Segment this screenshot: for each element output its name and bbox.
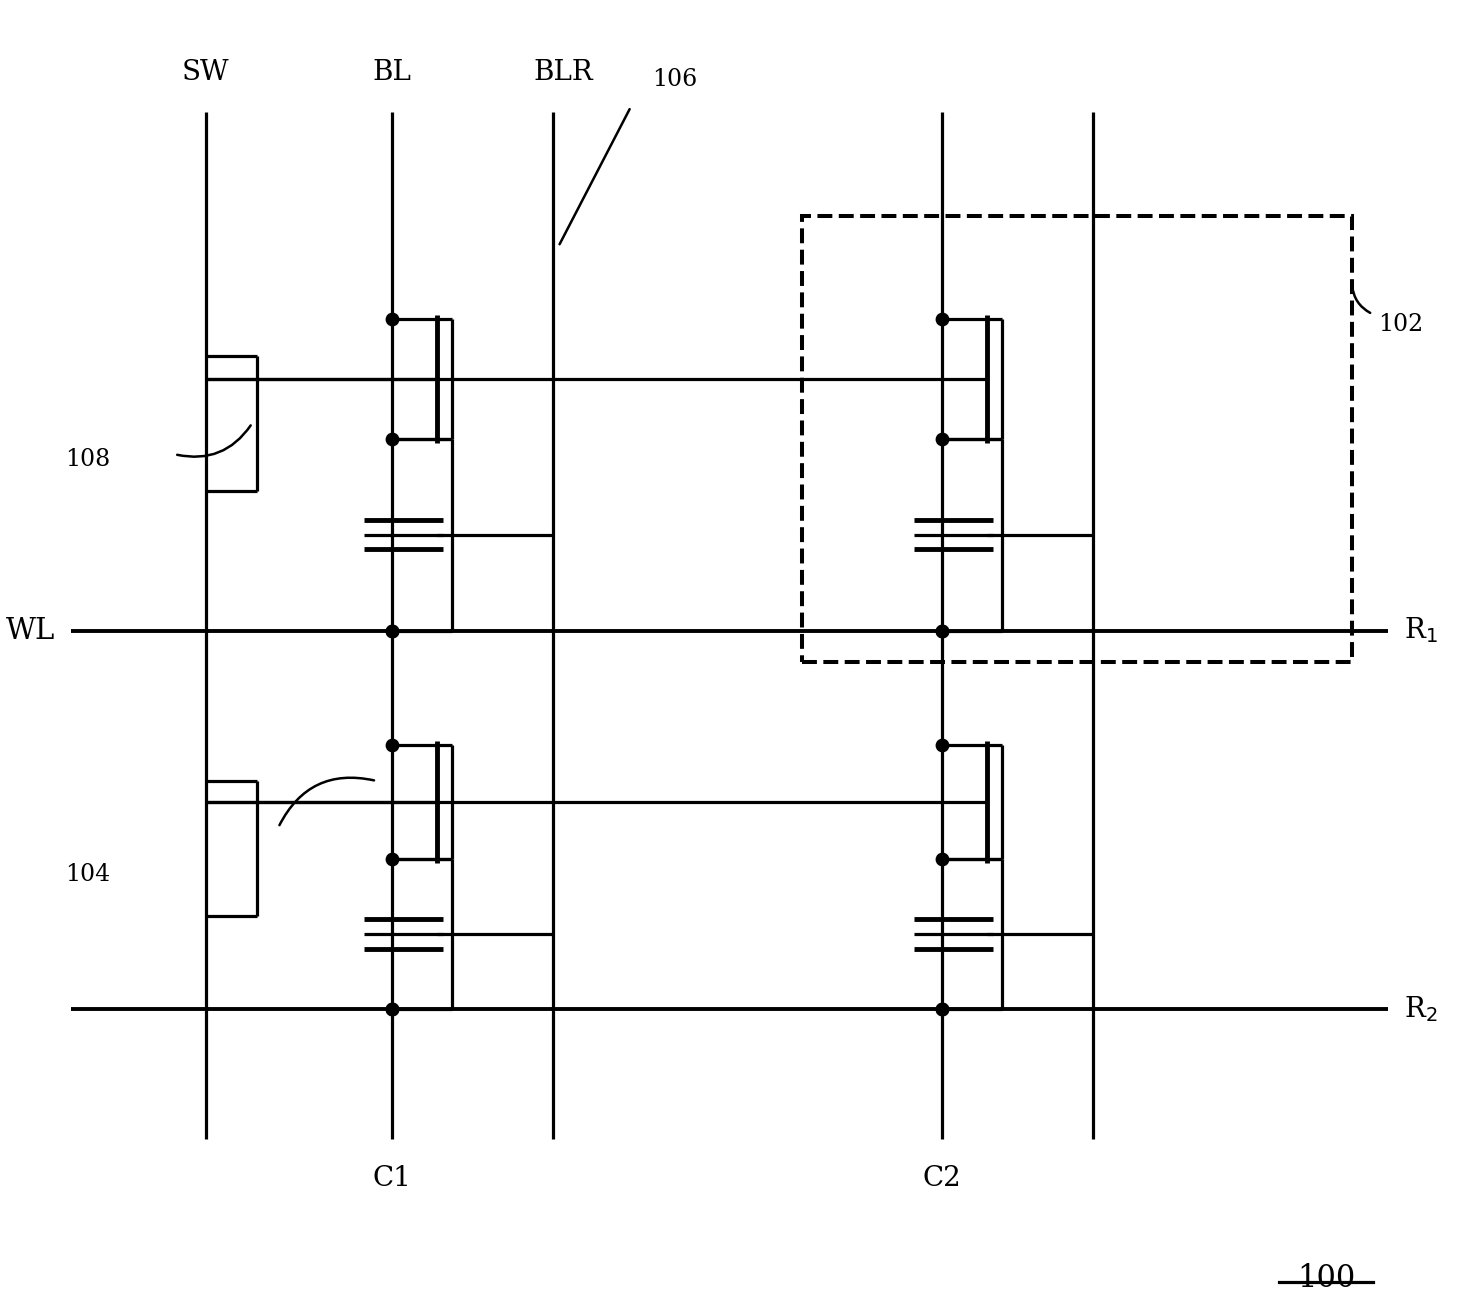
Point: [930, 734, 954, 755]
Text: BL: BL: [373, 59, 411, 85]
Point: [930, 848, 954, 869]
Point: [930, 999, 954, 1020]
Point: [930, 999, 954, 1020]
Point: [380, 848, 404, 869]
Text: 108: 108: [65, 448, 111, 471]
Text: 106: 106: [652, 68, 697, 91]
Text: BLR: BLR: [534, 59, 594, 85]
Point: [380, 428, 404, 449]
Point: [930, 620, 954, 641]
Point: [380, 620, 404, 641]
Text: SW: SW: [181, 59, 230, 85]
Bar: [802, 215, 1352, 662]
Text: 102: 102: [1378, 312, 1422, 336]
Point: [930, 428, 954, 449]
Text: R$_1$: R$_1$: [1403, 616, 1437, 646]
Point: [380, 309, 404, 330]
Point: [380, 999, 404, 1020]
Text: C1: C1: [373, 1165, 411, 1192]
Point: [380, 734, 404, 755]
Text: 100: 100: [1297, 1263, 1355, 1295]
Text: WL: WL: [6, 617, 55, 645]
Point: [930, 620, 954, 641]
Text: C2: C2: [923, 1165, 961, 1192]
Text: 104: 104: [65, 863, 111, 886]
Point: [380, 620, 404, 641]
Point: [930, 309, 954, 330]
Text: R$_2$: R$_2$: [1403, 994, 1437, 1024]
Point: [380, 999, 404, 1020]
